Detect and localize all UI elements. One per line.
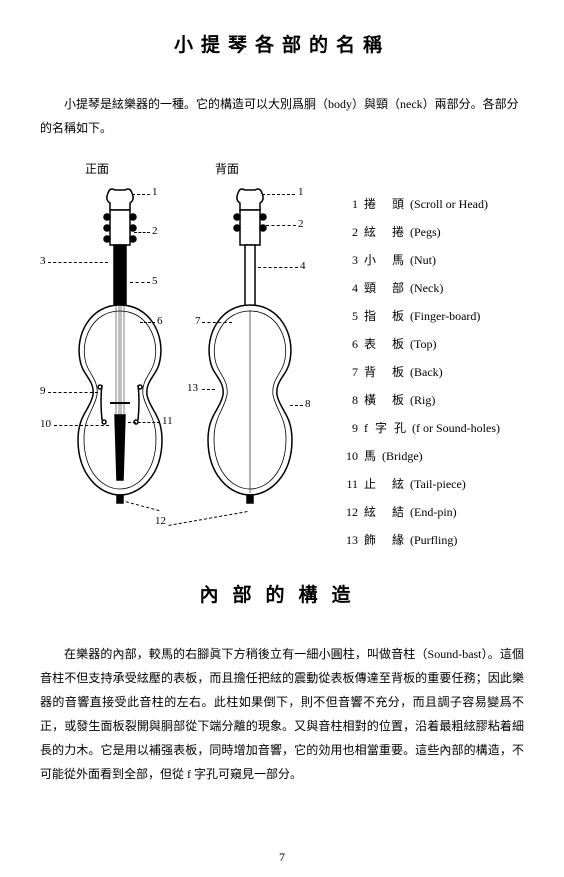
lead-line [258,267,298,268]
lead-line [290,405,303,406]
part-en: (End-pin) [410,505,457,519]
part-cn: 絃 結 [364,505,406,519]
part-row: 10 馬 (Bridge) [340,447,500,464]
part-en: (Pegs) [410,225,441,239]
part-en: (Scroll or Head) [410,197,488,211]
part-cn: 絃 捲 [364,225,406,239]
section-title: 內部的構造 [40,580,524,607]
figure-area: 正面 背面 [40,160,524,530]
lead-line [140,322,155,323]
part-cn: 馬 [364,449,378,463]
callout-11: 11 [162,415,173,427]
page-number: 7 [0,850,564,865]
part-num: 7 [340,365,358,380]
callout-b13: 13 [187,382,198,394]
part-cn: 橫 板 [364,393,406,407]
part-cn: 背 板 [364,365,406,379]
part-num: 9 [340,421,358,436]
callout-b4: 4 [300,260,306,272]
page-title: 小提琴各部的名稱 [40,30,524,57]
part-num: 6 [340,337,358,352]
part-cn: 小 馬 [364,253,406,267]
callout-5: 5 [152,275,158,287]
part-num: 1 [340,197,358,212]
part-en: (Nut) [410,253,436,267]
part-num: 12 [340,505,358,520]
intro-paragraph: 小提琴是絃樂器的一種。它的構造可以大別爲胴（body）與頸（neck）兩部分。各… [40,92,524,140]
part-num: 2 [340,225,358,240]
part-num: 5 [340,309,358,324]
part-en: (Top) [410,337,436,351]
back-view-label: 背面 [215,160,239,177]
part-row: 12 絃 結 (End-pin) [340,503,500,520]
callout-b8: 8 [305,398,311,410]
lead-line [202,322,232,323]
part-row: 2 絃 捲 (Pegs) [340,223,500,240]
part-row: 3 小 馬 (Nut) [340,251,500,268]
part-cn: 指 板 [364,309,406,323]
lead-line [262,194,295,195]
part-num: 4 [340,281,358,296]
callout-2: 2 [152,225,158,237]
part-num: 10 [340,449,358,464]
lead-line [48,392,98,393]
part-cn: 止 絃 [364,477,406,491]
lead-line [134,232,150,233]
part-row: 4 頸 部 (Neck) [340,279,500,296]
part-en: (f or Sound-holes) [412,421,500,435]
lead-line [130,282,150,283]
part-row: 11 止 絃 (Tail-piece) [340,475,500,492]
lead-line [48,262,108,263]
part-en: (Back) [410,365,443,379]
callout-12: 12 [155,515,166,527]
part-cn: 捲 頭 [364,197,406,211]
violin-back-illustration [190,185,310,515]
part-cn: f 字 孔 [364,421,408,435]
part-num: 3 [340,253,358,268]
lead-line [128,422,160,423]
page: 小提琴各部的名稱 小提琴是絃樂器的一種。它的構造可以大別爲胴（body）與頸（n… [0,0,564,877]
callout-1: 1 [152,186,158,198]
lead-line [202,389,215,390]
lead-line [132,194,150,195]
part-en: (Rig) [410,393,435,407]
parts-list: 1 捲 頭 (Scroll or Head) 2 絃 捲 (Pegs) 3 小 馬 (Nut… [340,195,500,559]
callout-b2: 2 [298,218,304,230]
part-cn: 飾 緣 [364,533,406,547]
part-row: 5 指 板 (Finger-board) [340,307,500,324]
callout-b7: 7 [195,315,201,327]
part-num: 8 [340,393,358,408]
part-row: 13 飾 緣 (Purfling) [340,531,500,548]
part-en: (Neck) [410,281,443,295]
callout-10: 10 [40,418,51,430]
callout-6: 6 [157,315,163,327]
lead-line [54,425,109,426]
part-en: (Tail-piece) [410,477,466,491]
part-row: 8 橫 板 (Rig) [340,391,500,408]
part-row: 9 f 字 孔 (f or Sound-holes) [340,419,500,436]
part-en: (Finger-board) [410,309,480,323]
part-cn: 頸 部 [364,281,406,295]
part-row: 7 背 板 (Back) [340,363,500,380]
part-num: 13 [340,533,358,548]
front-view-label: 正面 [85,160,109,177]
part-row: 6 表 板 (Top) [340,335,500,352]
lead-line [266,225,296,226]
violin-front-illustration [60,185,180,515]
part-en: (Purfling) [410,533,457,547]
part-en: (Bridge) [382,449,423,463]
callout-9: 9 [40,385,46,397]
part-row: 1 捲 頭 (Scroll or Head) [340,195,500,212]
callout-b1: 1 [298,186,304,198]
part-num: 11 [340,477,358,492]
callout-3: 3 [40,255,46,267]
body-paragraph: 在樂器的內部，較馬的右腳眞下方稍後立有一細小圓柱，叫做音柱（Sound-bast… [40,642,524,786]
part-cn: 表 板 [364,337,406,351]
